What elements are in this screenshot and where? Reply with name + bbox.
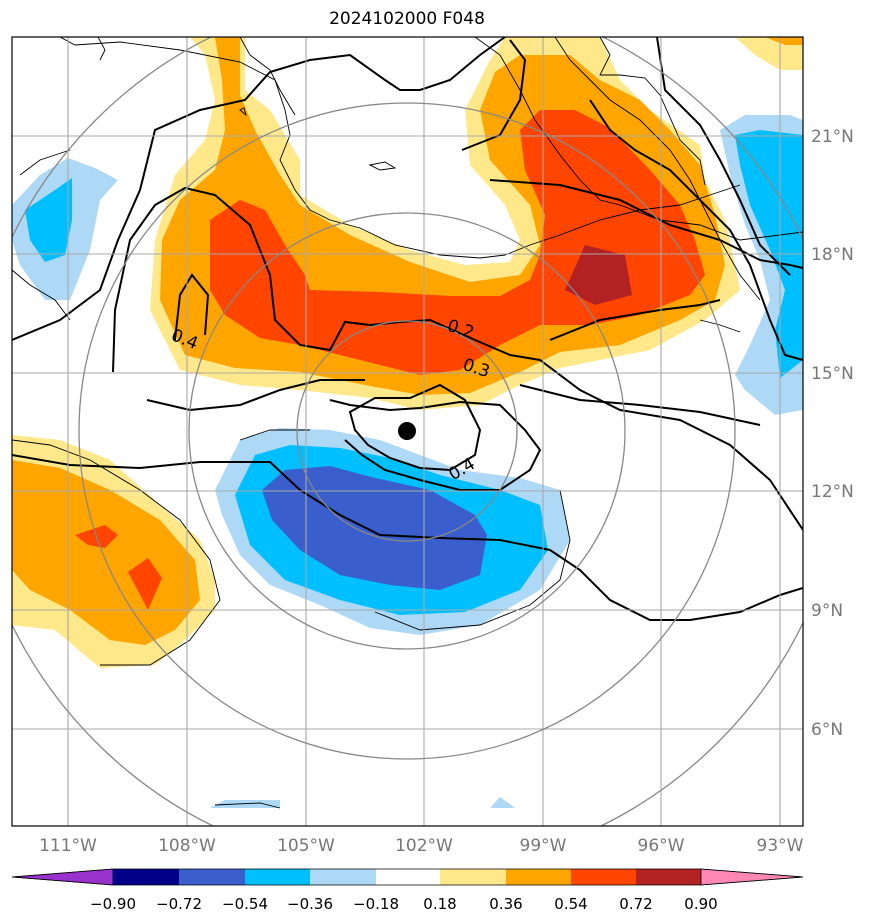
storm-center-dot xyxy=(398,422,416,440)
lat-tick-18n: 18°N xyxy=(811,245,854,265)
colorbar-label-2: −0.72 xyxy=(156,895,202,913)
contour-upper-right xyxy=(461,39,527,151)
map-frame xyxy=(11,36,804,827)
positive-region-northeast xyxy=(735,37,803,70)
lat-lon-grid xyxy=(12,37,803,826)
contour-inner-loop xyxy=(348,383,482,472)
colorbar: −0.90 −0.72 −0.54 −0.36 −0.18 0.18 0.36 … xyxy=(11,868,804,913)
lon-tick-108w: 108°W xyxy=(158,836,216,856)
contour-east xyxy=(489,179,803,269)
lon-tick-111w: 111°W xyxy=(39,836,97,856)
lon-tick-96w: 96°W xyxy=(638,836,685,856)
positive-region-west-mid xyxy=(12,460,200,645)
colorbar-seg-4 xyxy=(310,869,376,885)
lon-tick-102w: 102°W xyxy=(395,836,453,856)
colorbar-label-8: 0.54 xyxy=(554,895,587,913)
colorbar-max-extend xyxy=(700,868,804,886)
lat-tick-9n: 9°N xyxy=(811,601,843,621)
lon-tick-93w: 93°W xyxy=(757,836,804,856)
colorbar-min-extend xyxy=(11,868,114,886)
contour-west-lower xyxy=(146,379,365,412)
colorbar-seg-2 xyxy=(179,869,245,885)
positive-region-northeast-inner xyxy=(765,37,803,45)
contour-0-4-west xyxy=(174,273,210,341)
lat-tick-labels: 21°N 18°N 15°N 12°N 9°N 6°N xyxy=(811,127,854,740)
colorbar-seg-1 xyxy=(113,869,179,885)
lon-tick-99w: 99°W xyxy=(520,836,567,856)
contour-0-3 xyxy=(112,186,803,531)
colorbar-label-3: −0.54 xyxy=(222,895,268,913)
negative-anomaly-shading xyxy=(12,115,803,808)
lat-tick-15n: 15°N xyxy=(811,364,854,384)
colorbar-seg-5 xyxy=(376,869,440,885)
colorbar-label-5: −0.18 xyxy=(353,895,399,913)
colorbar-seg-8 xyxy=(571,869,636,885)
lon-tick-labels: 111°W 108°W 105°W 102°W 99°W 96°W 93°W xyxy=(39,836,804,856)
colorbar-label-9: 0.72 xyxy=(619,895,652,913)
lat-tick-6n: 6°N xyxy=(811,720,843,740)
lat-tick-12n: 12°N xyxy=(811,482,854,502)
contour-0-4-inner xyxy=(329,399,542,491)
contour-lines xyxy=(12,37,803,621)
colorbar-label-1: −0.90 xyxy=(90,895,136,913)
negative-region-south-b xyxy=(490,797,515,808)
range-rings xyxy=(12,37,803,826)
colorbar-label-7: 0.36 xyxy=(489,895,522,913)
contour-0-3-east xyxy=(549,299,721,341)
lon-tick-105w: 105°W xyxy=(277,836,335,856)
positive-region-north-peak xyxy=(565,245,632,305)
colorbar-label-10: 0.90 xyxy=(684,895,717,913)
colorbar-seg-6 xyxy=(440,869,506,885)
colorbar-seg-7 xyxy=(506,869,571,885)
lat-tick-21n: 21°N xyxy=(811,127,854,147)
contour-right-lower xyxy=(519,384,761,426)
coastlines xyxy=(12,37,803,809)
map-title: 2024102000 F048 xyxy=(329,9,485,29)
colorbar-label-6: 0.18 xyxy=(423,895,456,913)
colorbar-label-4: −0.36 xyxy=(287,895,333,913)
colorbar-seg-3 xyxy=(245,869,310,885)
contour-east-2 xyxy=(589,99,803,361)
positive-region-west-strong-b xyxy=(128,558,162,610)
positive-region-north-strong xyxy=(210,110,705,375)
contour-0-2-lower xyxy=(12,454,803,621)
contour-0-2 xyxy=(12,37,506,341)
negative-region-east-inner xyxy=(735,130,803,378)
negative-region-west-inner xyxy=(25,178,72,262)
map-plot-area: 0.4 0.2 0.3 0.4 xyxy=(12,37,803,826)
contour-far-right xyxy=(656,37,791,276)
colorbar-seg-9 xyxy=(636,869,701,885)
